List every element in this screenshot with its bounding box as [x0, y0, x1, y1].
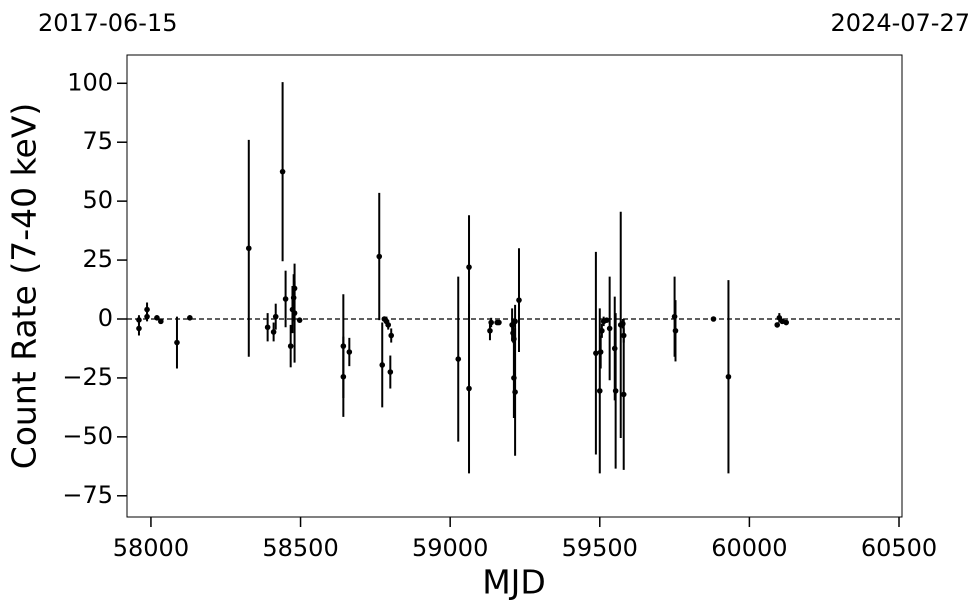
data-point [466, 264, 472, 270]
data-point [512, 389, 518, 395]
y-tick-label: −50 [62, 422, 113, 450]
data-point [296, 317, 303, 323]
data-point [487, 327, 493, 334]
y-tick-label: 0 [98, 304, 113, 332]
x-tick-label: 59500 [562, 534, 638, 562]
data-point [512, 318, 518, 325]
data-point [174, 339, 180, 346]
y-tick-label: 25 [82, 245, 113, 273]
data-point [597, 349, 604, 355]
data-point [282, 296, 289, 302]
data-point [603, 317, 610, 323]
data-point [187, 315, 193, 321]
data-point [783, 319, 789, 326]
data-point [272, 313, 279, 320]
data-point [466, 385, 472, 392]
data-point [154, 315, 160, 321]
data-point [379, 362, 386, 368]
data-point [291, 285, 298, 292]
data-point [606, 325, 613, 332]
data-point [388, 332, 395, 339]
data-point [593, 350, 599, 356]
data-point [245, 245, 252, 252]
data-point [158, 318, 164, 325]
data-point [144, 313, 150, 320]
y-tick-label: 50 [82, 186, 113, 214]
x-tick-label: 58500 [262, 534, 338, 562]
data-point [287, 343, 294, 349]
data-point [387, 369, 394, 375]
y-tick-label: 100 [67, 68, 113, 96]
top-left-label: 2017-06-15 [38, 9, 177, 37]
data-point [710, 316, 717, 322]
x-tick-label: 60500 [861, 534, 937, 562]
data-point [346, 349, 353, 355]
data-point [455, 356, 462, 362]
data-point [144, 306, 150, 313]
data-point [136, 325, 142, 332]
data-point [376, 253, 383, 260]
data-point [620, 391, 627, 398]
data-point [516, 297, 522, 303]
y-tick-label: −25 [62, 363, 113, 391]
data-point [136, 317, 142, 323]
x-axis-label: MJD [482, 563, 546, 602]
y-tick-label: −75 [62, 481, 113, 509]
plot-frame [126, 54, 903, 518]
data-point [279, 168, 286, 175]
x-tick-label: 59000 [412, 534, 488, 562]
x-tick-label: 60000 [711, 534, 787, 562]
y-tick-label: 75 [82, 127, 113, 155]
data-point [599, 327, 605, 334]
data-point [620, 332, 627, 339]
data-point [496, 319, 502, 326]
data-point [774, 322, 781, 328]
data-point [270, 329, 277, 335]
data-point [385, 322, 392, 328]
data-point [612, 388, 619, 394]
top-right-label: 2024-07-27 [831, 9, 970, 37]
data-point [488, 319, 494, 326]
data-point [291, 310, 298, 316]
data-point [672, 327, 679, 334]
data-point [340, 373, 347, 380]
x-tick-label: 58000 [113, 534, 189, 562]
data-point [725, 373, 732, 380]
data-point [596, 388, 603, 394]
y-axis-label: Count Rate (7-40 keV) [5, 103, 44, 470]
data-point [264, 324, 271, 331]
